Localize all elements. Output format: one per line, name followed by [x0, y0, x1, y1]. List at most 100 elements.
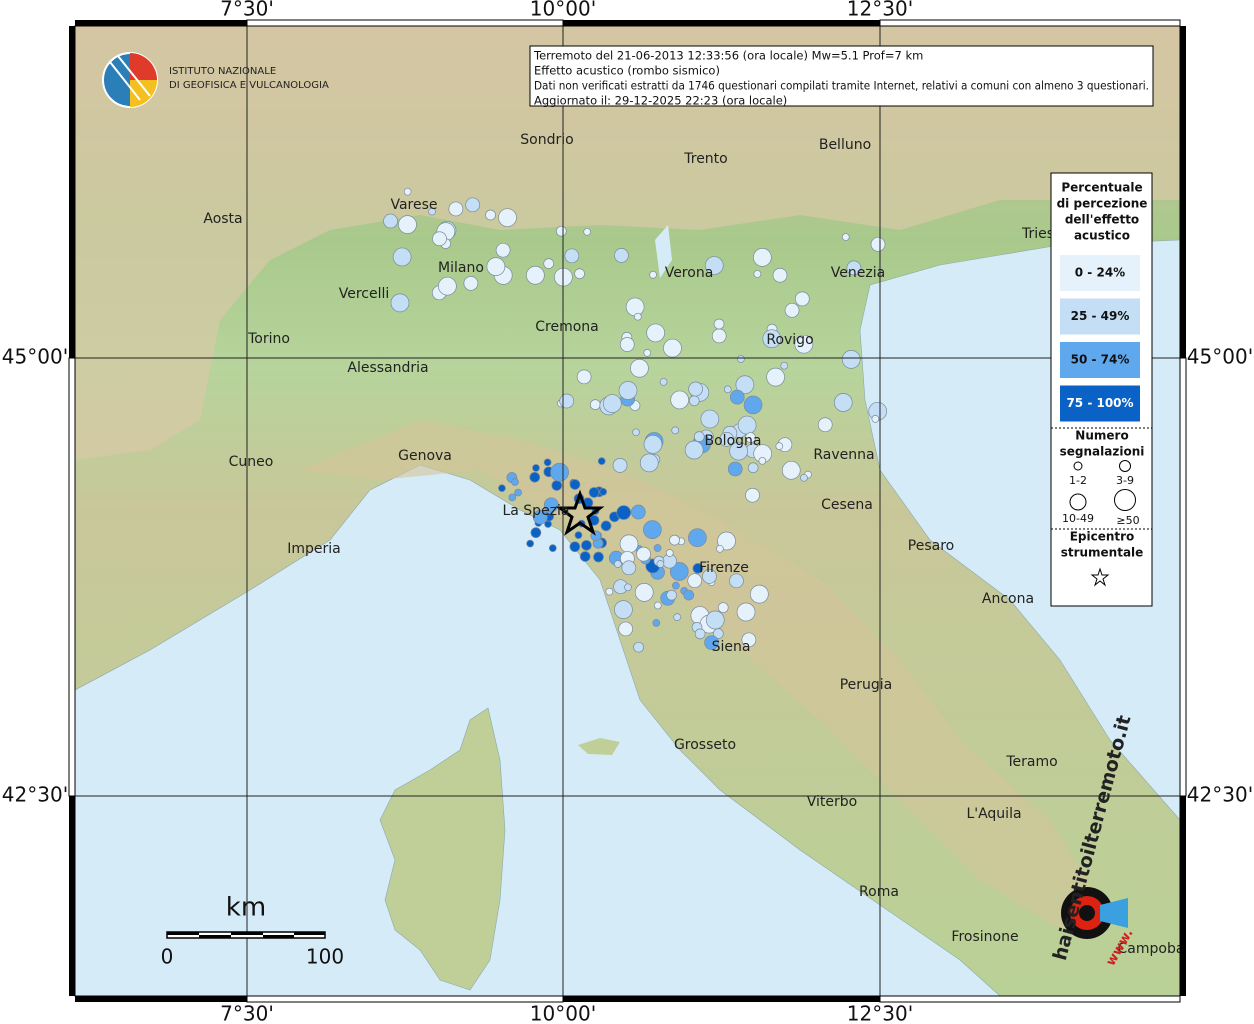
size-label: 3-9 — [1116, 474, 1134, 487]
point — [694, 628, 706, 640]
border-segment — [1180, 26, 1186, 358]
legend-title: acustico — [1074, 229, 1130, 243]
city: Cremona — [535, 319, 599, 335]
point — [833, 393, 853, 412]
legend-title: dell'effetto — [1065, 213, 1139, 227]
point — [551, 480, 563, 491]
city: Grosseto — [674, 737, 736, 753]
point — [846, 260, 862, 276]
point — [688, 395, 700, 407]
point — [532, 464, 540, 472]
point — [612, 458, 628, 473]
logo-text: ISTITUTO NAZIONALE — [169, 66, 276, 77]
point — [794, 291, 810, 307]
scale-unit: km — [226, 893, 266, 923]
city: Aosta — [203, 211, 242, 227]
header-line: Dati non verificati estratti da 1746 que… — [534, 79, 1149, 93]
city: Varese — [390, 197, 437, 213]
point — [383, 213, 398, 229]
longitude-label: 10°00' — [530, 1002, 596, 1024]
point — [564, 248, 580, 264]
point — [543, 497, 559, 513]
city: Campoba — [1118, 941, 1185, 957]
elba — [578, 738, 620, 755]
scale-segment — [263, 935, 294, 938]
point — [621, 560, 637, 576]
city: Milano — [438, 260, 484, 276]
city: Frosinone — [951, 929, 1018, 945]
point — [735, 375, 755, 395]
legend: Percentuale di percezione dell'effetto a… — [1050, 172, 1153, 607]
point — [753, 248, 772, 267]
legend-swatch — [1060, 255, 1140, 291]
point — [630, 358, 649, 378]
point — [624, 583, 632, 592]
legend-title: di percezione — [1057, 197, 1148, 211]
point — [719, 432, 735, 447]
point — [669, 534, 680, 546]
city: Viterbo — [807, 794, 857, 810]
border-segment — [246, 995, 564, 1003]
point — [526, 539, 534, 548]
header: Terremoto del 21-06-2013 12:33:56 (ora l… — [529, 45, 1154, 108]
legend-subtitle: Numero — [1075, 429, 1128, 443]
city: Verona — [665, 265, 714, 281]
city: Firenze — [699, 560, 749, 576]
point — [717, 602, 729, 613]
point — [643, 434, 663, 454]
point — [704, 256, 724, 275]
point — [597, 457, 606, 466]
longitude-label: 10°00' — [530, 0, 596, 21]
legend-swatch — [1060, 385, 1140, 422]
point — [574, 531, 583, 539]
point — [643, 520, 662, 540]
city: Teramo — [1005, 754, 1057, 770]
point — [688, 381, 703, 397]
header-line: Effetto acustico (rombo sismico) — [534, 64, 720, 78]
scale-segment — [199, 935, 231, 938]
city: Ravenna — [813, 447, 874, 463]
point — [729, 441, 748, 461]
point — [669, 562, 689, 581]
legend-class-label: 0 - 24% — [1075, 266, 1125, 280]
logo: ISTITUTO NAZIONALE DI GEOFISICA E VULCAN… — [102, 52, 329, 108]
point — [717, 531, 736, 551]
epicenter-symbol — [1090, 567, 1110, 587]
point — [758, 456, 767, 465]
watermark-horn — [1100, 898, 1128, 928]
point — [775, 442, 784, 450]
border-segment — [1180, 796, 1186, 996]
point — [711, 328, 727, 344]
point — [713, 318, 725, 330]
logo-globe — [130, 80, 157, 107]
point — [398, 215, 417, 234]
size-label: 10-49 — [1062, 512, 1094, 525]
graticule — [75, 26, 1180, 996]
city: Vercelli — [339, 286, 390, 302]
border-segment — [1179, 357, 1187, 797]
point — [841, 350, 861, 369]
border-segment — [69, 26, 75, 358]
header-line: Aggiornato il: 29-12-2025 22:23 (ora loc… — [534, 94, 787, 108]
point — [618, 621, 633, 637]
size-symbol — [1069, 493, 1087, 511]
point — [569, 479, 581, 490]
point — [543, 458, 552, 467]
point — [745, 487, 760, 503]
city: Bologna — [705, 433, 762, 449]
point — [737, 415, 757, 435]
point — [574, 268, 585, 280]
point — [639, 453, 659, 473]
city: Perugia — [840, 677, 893, 693]
point — [463, 275, 479, 291]
point — [559, 393, 575, 409]
point — [602, 394, 622, 413]
point — [663, 338, 682, 358]
point — [390, 293, 410, 313]
point — [498, 484, 506, 493]
latitude-label: 42°30' — [2, 783, 68, 807]
point — [683, 589, 695, 601]
size-label: 1-2 — [1069, 474, 1087, 487]
point — [498, 208, 517, 228]
